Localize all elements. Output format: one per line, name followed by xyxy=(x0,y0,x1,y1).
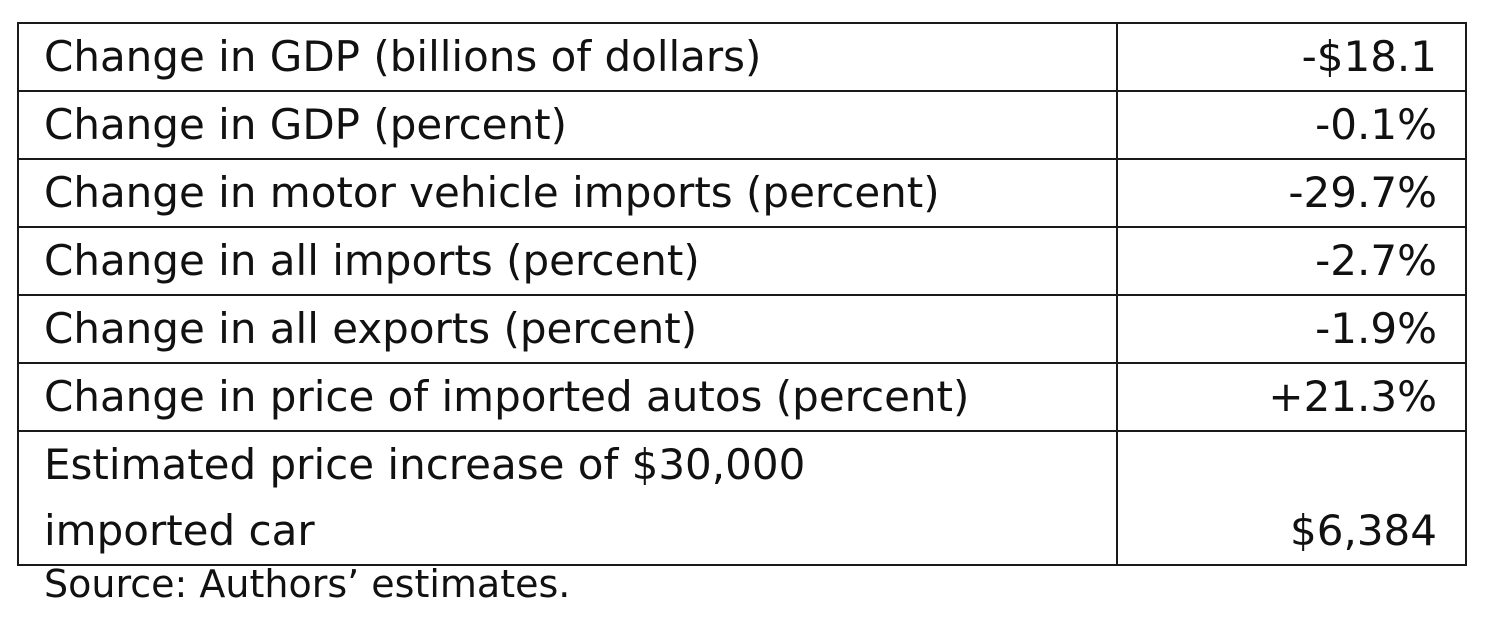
row-label: Change in motor vehicle imports (percent… xyxy=(17,158,1118,228)
table-row: Change in motor vehicle imports (percent… xyxy=(17,158,1467,228)
row-value: -$18.1 xyxy=(1116,22,1467,92)
row-label: Change in GDP (billions of dollars) xyxy=(17,22,1118,92)
row-label: Change in GDP (percent) xyxy=(17,90,1118,160)
table-row: Change in GDP (billions of dollars) -$18… xyxy=(17,22,1467,92)
results-table-container: Change in GDP (billions of dollars) -$18… xyxy=(17,22,1467,566)
row-value: $6,384 xyxy=(1116,430,1467,566)
source-note: Source: Authors’ estimates. xyxy=(44,562,571,606)
row-label: Estimated price increase of $30,000 impo… xyxy=(17,430,1118,566)
table-row: Change in all exports (percent) -1.9% xyxy=(17,294,1467,364)
table-row: Change in all imports (percent) -2.7% xyxy=(17,226,1467,296)
row-value: -2.7% xyxy=(1116,226,1467,296)
row-label: Change in all imports (percent) xyxy=(17,226,1118,296)
table-row: Change in price of imported autos (perce… xyxy=(17,362,1467,432)
row-value: -1.9% xyxy=(1116,294,1467,364)
row-label: Change in price of imported autos (perce… xyxy=(17,362,1118,432)
row-value: -29.7% xyxy=(1116,158,1467,228)
table-row: Change in GDP (percent) -0.1% xyxy=(17,90,1467,160)
row-label: Change in all exports (percent) xyxy=(17,294,1118,364)
table-row: Estimated price increase of $30,000 impo… xyxy=(17,430,1467,566)
results-table: Change in GDP (billions of dollars) -$18… xyxy=(17,22,1467,566)
row-value: -0.1% xyxy=(1116,90,1467,160)
row-value: +21.3% xyxy=(1116,362,1467,432)
